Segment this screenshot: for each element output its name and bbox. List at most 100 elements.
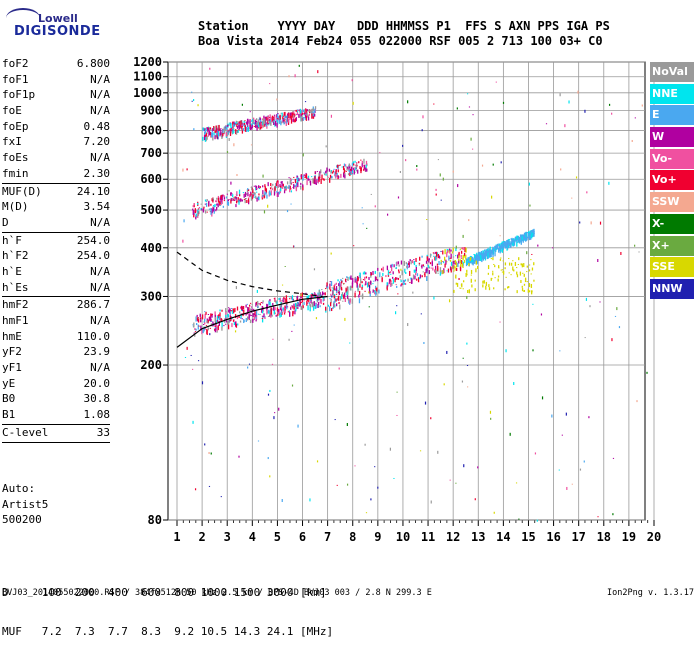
y-tick-label: 700 xyxy=(140,146,162,160)
echo-point xyxy=(271,314,273,317)
noise-point xyxy=(579,221,581,224)
echo-point xyxy=(415,278,418,281)
noise-point xyxy=(551,414,553,418)
echo-point xyxy=(490,258,492,260)
echo-point xyxy=(374,270,376,274)
echo-point xyxy=(347,173,350,176)
echo-point xyxy=(482,284,484,288)
noise-point xyxy=(192,420,194,424)
echo-point xyxy=(304,114,307,118)
param-row: hmF2 286.7 xyxy=(2,297,110,313)
noise-point xyxy=(184,356,187,358)
echo-point xyxy=(326,167,328,172)
echo-point xyxy=(261,317,264,319)
noise-point xyxy=(330,252,332,255)
echo-point xyxy=(436,263,439,266)
echo-point xyxy=(230,129,232,133)
echo-point xyxy=(250,306,253,308)
echo-point xyxy=(298,109,300,111)
echo-point xyxy=(496,244,499,249)
echo-point xyxy=(372,283,374,285)
echo-point xyxy=(463,252,466,256)
echo-point xyxy=(386,269,389,271)
echo-point xyxy=(262,302,264,304)
echo-point xyxy=(213,126,215,132)
profile-curve-dashed xyxy=(176,251,323,298)
noise-point xyxy=(614,315,617,317)
echo-point xyxy=(220,204,222,206)
echo-point xyxy=(400,279,402,281)
echo-point xyxy=(225,308,227,313)
echo-point xyxy=(207,131,210,137)
echo-point xyxy=(343,168,345,174)
echo-point xyxy=(196,209,198,213)
echo-point xyxy=(415,269,417,274)
echo-point xyxy=(448,248,451,251)
echo-point xyxy=(211,314,213,316)
echo-point xyxy=(416,273,419,277)
param-name: yF2 xyxy=(2,345,22,359)
echo-point xyxy=(335,286,338,292)
echo-point xyxy=(359,283,361,288)
echo-point xyxy=(207,128,209,132)
echo-point xyxy=(389,281,392,286)
echo-point xyxy=(293,176,295,178)
echo-point xyxy=(486,249,488,255)
echo-point xyxy=(435,265,437,269)
header-values: Boa Vista 2014 Feb24 055 022000 RSF 005 … xyxy=(198,34,603,48)
echo-point xyxy=(502,244,504,248)
echo-point xyxy=(289,296,291,298)
echo-point xyxy=(253,313,255,316)
echo-point xyxy=(319,297,321,300)
scaled-parameters-panel: foF2 6.800 foF1 N/A foF1p N/A foE N/A foEp 0.48 fx… xyxy=(2,56,110,443)
echo-point xyxy=(347,276,349,281)
echo-point xyxy=(277,180,279,185)
echo-point xyxy=(246,199,248,203)
echo-point xyxy=(434,269,436,273)
noise-point xyxy=(389,447,391,451)
echo-point xyxy=(244,191,247,197)
echo-point xyxy=(206,328,208,334)
muf-row: MUF 7.2 7.3 7.7 8.3 9.2 10.5 14.3 24.1 [… xyxy=(2,625,333,638)
echo-point xyxy=(221,133,223,139)
echo-point xyxy=(205,325,208,327)
echo-point xyxy=(276,190,278,193)
echo-point xyxy=(218,316,221,321)
echo-point xyxy=(214,326,217,331)
echo-point xyxy=(498,243,501,247)
echo-point xyxy=(497,265,500,269)
noise-point xyxy=(589,305,591,308)
noise-point xyxy=(276,98,278,101)
muf-label: MUF xyxy=(2,625,22,638)
echo-point xyxy=(484,249,486,251)
echo-point xyxy=(278,297,280,300)
echo-point xyxy=(342,172,345,178)
echo-point xyxy=(273,190,276,196)
echo-point xyxy=(415,266,417,271)
echo-point xyxy=(513,239,515,242)
echo-point xyxy=(203,320,205,323)
echo-point xyxy=(204,203,206,205)
echo-point xyxy=(334,171,336,176)
echo-point xyxy=(210,209,212,215)
echo-point xyxy=(322,302,325,305)
echo-point xyxy=(533,262,535,266)
echo-point xyxy=(330,281,333,287)
echo-point xyxy=(272,118,275,120)
echo-point xyxy=(361,163,363,168)
echo-point xyxy=(507,239,509,245)
y-tick-label: 80 xyxy=(148,513,162,527)
noise-point xyxy=(330,114,333,118)
echo-point xyxy=(334,304,336,308)
echo-point xyxy=(363,158,365,164)
echo-point xyxy=(347,167,350,171)
echo-point xyxy=(354,277,356,283)
echo-point xyxy=(329,286,331,290)
echo-point xyxy=(236,191,238,195)
echo-point xyxy=(269,192,271,196)
echo-point xyxy=(270,183,272,187)
echo-point xyxy=(282,307,284,311)
echo-point xyxy=(357,287,359,292)
noise-point xyxy=(532,349,534,352)
echo-point xyxy=(503,242,506,247)
